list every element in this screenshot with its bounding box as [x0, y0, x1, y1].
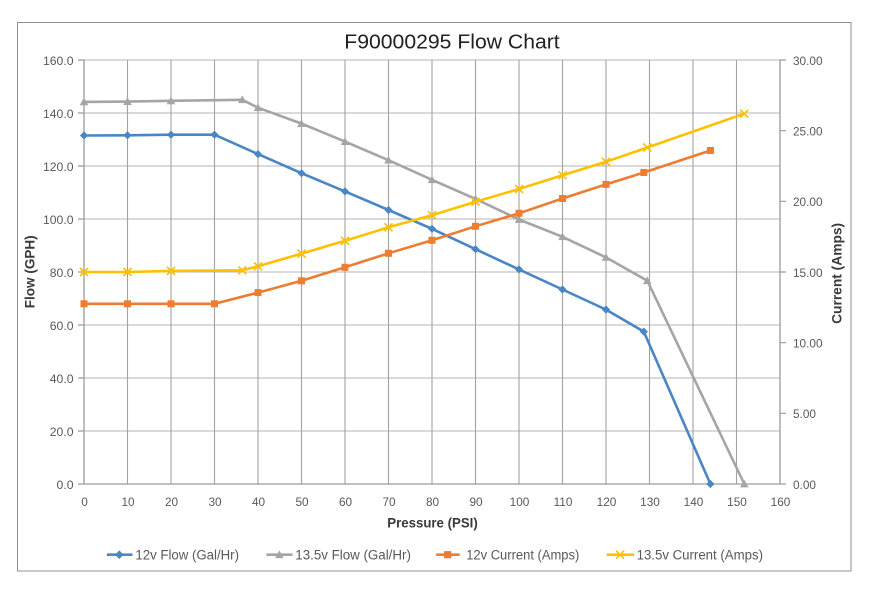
svg-text:70: 70: [382, 495, 396, 509]
svg-text:12v Flow (Gal/Hr): 12v Flow (Gal/Hr): [135, 547, 239, 562]
svg-text:160: 160: [771, 495, 791, 509]
svg-text:40.0: 40.0: [50, 372, 74, 386]
svg-text:80.0: 80.0: [50, 266, 74, 280]
svg-text:100: 100: [510, 495, 530, 509]
svg-text:Pressure (PSI): Pressure (PSI): [387, 515, 478, 531]
svg-text:150: 150: [727, 495, 747, 509]
svg-text:140: 140: [684, 495, 704, 509]
svg-text:25.00: 25.00: [793, 125, 823, 139]
svg-text:F90000295 Flow Chart: F90000295 Flow Chart: [344, 31, 560, 54]
svg-text:60.0: 60.0: [50, 319, 74, 333]
svg-text:130: 130: [640, 495, 660, 509]
svg-text:13.5v Current (Amps): 13.5v Current (Amps): [637, 547, 763, 562]
svg-text:40: 40: [252, 495, 266, 509]
svg-text:140.0: 140.0: [43, 107, 74, 121]
svg-text:Flow (GPH): Flow (GPH): [22, 235, 38, 308]
svg-text:5.00: 5.00: [793, 407, 816, 421]
svg-text:20.0: 20.0: [50, 425, 74, 439]
svg-text:0: 0: [81, 495, 88, 509]
svg-text:120.0: 120.0: [43, 160, 74, 174]
svg-text:10: 10: [121, 495, 135, 509]
svg-text:10.00: 10.00: [793, 337, 823, 351]
svg-text:13.5v Flow (Gal/Hr): 13.5v Flow (Gal/Hr): [295, 547, 411, 562]
svg-text:30.00: 30.00: [793, 54, 823, 68]
svg-text:15.00: 15.00: [793, 266, 823, 280]
svg-text:80: 80: [426, 495, 440, 509]
svg-text:110: 110: [554, 495, 573, 509]
svg-text:20: 20: [165, 495, 179, 509]
svg-text:100.0: 100.0: [43, 213, 74, 227]
svg-text:160.0: 160.0: [43, 54, 74, 68]
svg-text:60: 60: [339, 495, 353, 509]
svg-text:12v Current (Amps): 12v Current (Amps): [466, 547, 579, 562]
svg-text:0.00: 0.00: [793, 478, 816, 492]
svg-text:50: 50: [295, 495, 309, 509]
svg-text:30: 30: [208, 495, 222, 509]
svg-text:120: 120: [597, 495, 617, 509]
svg-text:0.0: 0.0: [57, 478, 74, 492]
svg-text:20.00: 20.00: [793, 195, 823, 209]
svg-text:Current (Amps): Current (Amps): [829, 223, 845, 324]
svg-text:90: 90: [469, 495, 483, 509]
